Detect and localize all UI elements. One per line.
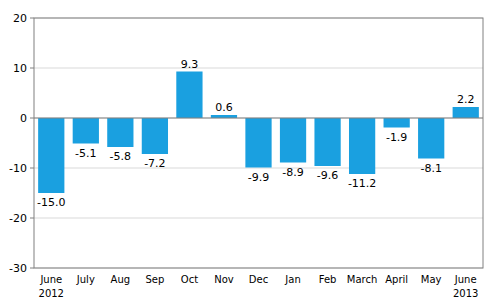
tick-mark: [30, 68, 34, 69]
data-label: 0.6: [215, 101, 233, 114]
category-label: Feb: [319, 274, 337, 285]
bar: [314, 118, 340, 166]
category-label: April: [385, 274, 408, 285]
bars: [38, 72, 479, 194]
category-label: Jan: [284, 274, 300, 285]
data-label: -9.9: [248, 171, 269, 184]
grid-line: [34, 168, 483, 169]
bar: [453, 107, 479, 118]
data-label: -5.8: [110, 150, 131, 163]
zero-line: [34, 118, 483, 119]
tick-label: 0: [20, 112, 27, 125]
bar: [245, 118, 271, 168]
category-label: Aug: [111, 274, 131, 285]
category-label: Sep: [145, 274, 164, 285]
data-label: 2.2: [457, 93, 475, 106]
data-label: -9.6: [317, 169, 338, 182]
category-label: March: [347, 274, 377, 285]
tick-label: -20: [9, 212, 27, 225]
grid-line: [34, 118, 483, 119]
category-label: Oct: [181, 274, 198, 285]
tick-mark: [30, 168, 34, 169]
tick-mark: [30, 118, 34, 119]
category-label: Dec: [249, 274, 268, 285]
data-label: -1.9: [386, 131, 407, 144]
grid-line: [34, 68, 483, 69]
data-label: -8.1: [420, 162, 441, 175]
bar: [142, 118, 168, 154]
grid-line: [34, 218, 483, 219]
bar: [384, 118, 410, 128]
bar: [73, 118, 99, 144]
bar: [280, 118, 306, 163]
data-label: -15.0: [37, 196, 65, 209]
year-label: 2013: [453, 288, 478, 299]
tick-label: 20: [13, 12, 27, 25]
plot-frame: [34, 18, 483, 268]
chart-svg: -30 -20 -10 0 10 20 -15.0 -5.1 -5.8 -7.2 9.3 0.6 -9.…: [0, 0, 485, 300]
bar: [107, 118, 133, 147]
bar: [418, 118, 444, 159]
tick-mark: [30, 268, 34, 269]
bar: [349, 118, 375, 174]
year-label: 2012: [39, 288, 64, 299]
data-label: -5.1: [75, 147, 96, 160]
category-label: June: [39, 274, 62, 285]
tick-label: 10: [13, 62, 27, 75]
bar: [38, 118, 64, 193]
bar: [176, 72, 202, 119]
category-label: Nov: [214, 274, 234, 285]
tick-label: -10: [9, 162, 27, 175]
tick-mark: [30, 218, 34, 219]
category-label: June: [454, 274, 477, 285]
data-label: -11.2: [348, 177, 376, 190]
chart-container: -30 -20 -10 0 10 20 -15.0 -5.1 -5.8 -7.2 9.3 0.6 -9.…: [0, 0, 485, 300]
data-label: -8.9: [282, 166, 303, 179]
tick-label: -30: [9, 262, 27, 275]
category-label: July: [76, 274, 95, 285]
category-label: May: [421, 274, 442, 285]
data-label: -7.2: [144, 157, 165, 170]
data-label: 9.3: [181, 58, 199, 71]
tick-mark: [30, 18, 34, 19]
